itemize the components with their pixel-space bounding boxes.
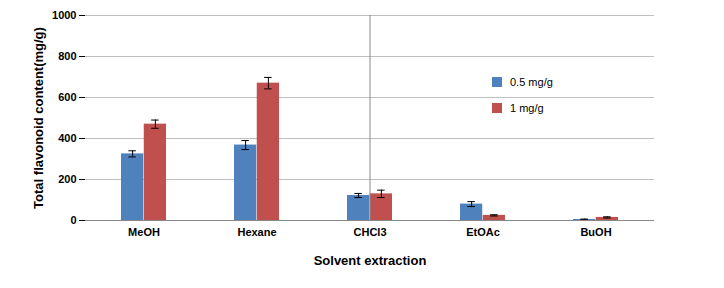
- html-text:1 mg/g: 1 mg/g: [510, 102, 544, 114]
- svg-text:Total flavonoid content(mg/g): Total flavonoid content(mg/g): [31, 27, 46, 209]
- svg-text:800: 800: [58, 50, 76, 62]
- svg-text:BuOH: BuOH: [580, 226, 611, 238]
- svg-text:Hexane: Hexane: [237, 226, 276, 238]
- svg-text:MeOH: MeOH: [128, 226, 160, 238]
- svg-text:0: 0: [70, 214, 76, 226]
- svg-text:200: 200: [58, 173, 76, 185]
- svg-text:400: 400: [58, 132, 76, 144]
- svg-text:1000: 1000: [52, 9, 76, 21]
- html-text:0.5 mg/g: 0.5 mg/g: [510, 76, 553, 88]
- svg-text:Solvent extraction: Solvent extraction: [314, 253, 427, 268]
- svg-text:EtOAc: EtOAc: [466, 226, 500, 238]
- svg-text:600: 600: [58, 91, 76, 103]
- svg-text:CHCl3: CHCl3: [353, 226, 386, 238]
